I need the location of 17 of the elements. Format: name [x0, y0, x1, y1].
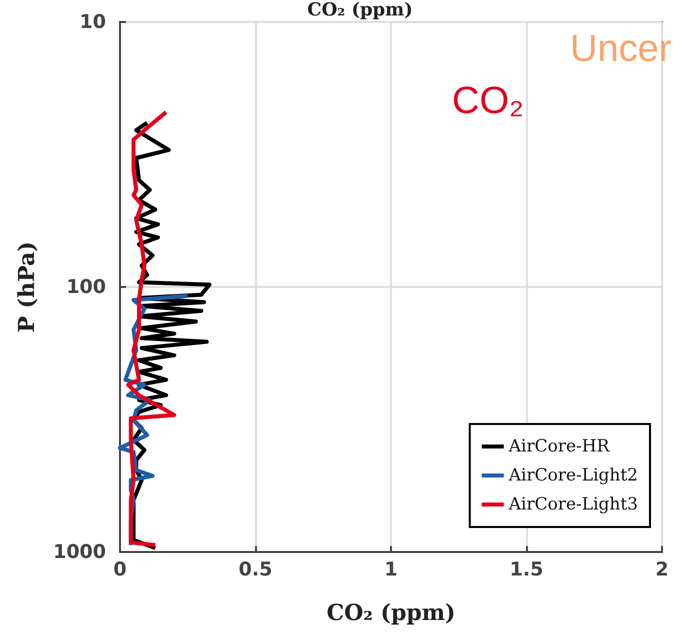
x-tick-label: 0.5	[238, 558, 272, 580]
x-tick-label: 0	[113, 558, 127, 580]
y-axis-title: P (hPa)	[14, 241, 40, 333]
legend-label: AirCore-HR	[508, 436, 611, 456]
x-tick-label: 2	[655, 558, 669, 580]
annotation: Uncer	[570, 28, 672, 70]
y-tick-label: 100	[66, 276, 106, 298]
x-tick-label: 1	[384, 558, 398, 580]
legend-label: AirCore-Light2	[508, 466, 638, 486]
y-tick-label: 10	[80, 11, 106, 33]
x-tick-label: 1.5	[510, 558, 544, 580]
line-series	[126, 110, 176, 548]
annotation: CO₂	[452, 80, 524, 122]
legend-label: AirCore-Light3	[508, 494, 638, 514]
chart-title: CO₂ (ppm)	[307, 0, 413, 20]
y-tick-label: 1000	[53, 541, 106, 563]
x-axis-title: CO₂ (ppm)	[326, 600, 456, 626]
